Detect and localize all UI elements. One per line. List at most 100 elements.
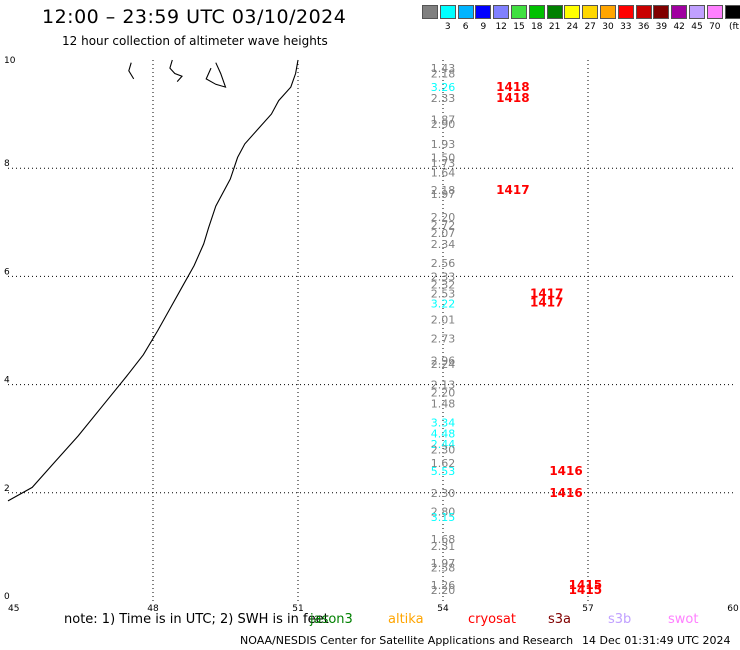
wave-height-label: 3.15 (431, 511, 456, 524)
legend-label: 42 (673, 22, 685, 32)
legend-swatch (600, 5, 616, 19)
wave-height-label: 1.87 (431, 114, 456, 127)
wave-height-label: 2.80 (431, 506, 456, 519)
satellite-label-altika: altika (388, 612, 424, 627)
pass-time-label: 1415 (569, 583, 602, 597)
legend-label: 3 (444, 22, 451, 32)
wave-height-label: 2.96 (431, 354, 456, 367)
legend-swatch (422, 5, 438, 19)
legend-swatch (706, 5, 723, 19)
pass-time-label: 1415 (569, 578, 602, 592)
island-outline (205, 62, 227, 88)
legend-label: 24 (566, 22, 579, 32)
wave-height-label: 2.18 (431, 184, 456, 197)
legend-label: 39 (655, 22, 668, 32)
wave-height-label: 1.68 (431, 533, 456, 546)
legend-swatch (671, 5, 688, 19)
pass-time-label: 1416 (549, 464, 582, 478)
chart-subtitle: 12 hour collection of altimeter wave hei… (62, 34, 328, 48)
lon-tick-label: 51 (292, 604, 303, 614)
satellite-label-s3b: s3b (608, 612, 632, 627)
legend-swatch (653, 5, 670, 19)
wave-height-label: 1.26 (431, 579, 456, 592)
island-outline (169, 59, 183, 82)
legend-label: 6 (462, 22, 469, 32)
satellite-label-cryosat: cryosat (468, 612, 516, 627)
legend-swatch (439, 5, 456, 19)
wave-height-label: 2.34 (431, 238, 456, 251)
legend-swatch (493, 5, 510, 19)
wave-height-label: 2.58 (431, 561, 456, 574)
wave-height-label: 1.73 (431, 157, 456, 170)
wave-height-label: 2.24 (431, 358, 456, 371)
wave-height-label: 1.50 (431, 151, 456, 164)
footer-timestamp: 14 Dec 01:31:49 UTC 2024 (582, 634, 731, 647)
wave-height-label: 1.64 (431, 167, 456, 180)
wave-height-label: 2.18 (431, 68, 456, 81)
wave-height-label: 2.07 (431, 227, 456, 240)
wave-height-label: 2.30 (431, 487, 456, 500)
wave-height-label: 2.73 (431, 333, 456, 346)
legend-swatch (635, 5, 652, 19)
legend-label: 12 (495, 22, 507, 32)
wave-height-label: 2.30 (431, 444, 456, 457)
legend-swatch (528, 5, 545, 19)
wave-height-label: 1.43 (431, 62, 456, 75)
wave-height-label: 3.34 (431, 416, 456, 429)
coastline (7, 59, 299, 502)
pass-time-label: 1417 (530, 295, 563, 309)
wave-height-label: 1.48 (431, 398, 456, 411)
wave-height-label: 3.22 (431, 297, 456, 310)
legend-label: 9 (480, 22, 487, 32)
wave-height-label: 2.01 (431, 314, 456, 327)
legend-swatch (475, 5, 492, 19)
lat-tick-label: 0 (4, 592, 10, 602)
pass-time-label: 1417 (496, 183, 529, 197)
pass-time-label: 1418 (496, 80, 529, 94)
legend-unit: (ft) (729, 22, 740, 32)
wave-height-label: 4.48 (431, 427, 456, 440)
wave-height-label: 1.62 (431, 457, 456, 470)
wave-height-label: 5.53 (431, 465, 456, 478)
pass-time-label: 1416 (549, 486, 582, 500)
lon-tick-label: 57 (582, 604, 593, 614)
legend-swatch (564, 5, 581, 19)
lat-tick-label: 8 (4, 159, 10, 169)
pass-time-label: 1418 (496, 91, 529, 105)
legend-label: 30 (602, 22, 614, 32)
wave-height-label: 1.97 (431, 188, 456, 201)
wave-height-label: 2.13 (431, 379, 456, 392)
wave-height-label: 2.44 (431, 438, 456, 451)
legend-label: 27 (584, 22, 596, 32)
wave-height-label: 1.97 (431, 557, 456, 570)
wave-height-label: 2.20 (431, 387, 456, 400)
satellite-label-jason3: jason3 (310, 612, 353, 627)
wave-height-label: 3.26 (431, 81, 456, 94)
legend-label: 15 (513, 22, 525, 32)
wave-height-label: 1.93 (431, 138, 456, 151)
pass-time-label: 1417 (530, 287, 563, 301)
legend-label: 21 (548, 22, 561, 32)
satellite-label-swot: swot (668, 612, 699, 627)
island-outline (128, 62, 135, 80)
footer-credit: NOAA/NESDIS Center for Satellite Applica… (240, 634, 574, 647)
lon-tick-label: 45 (8, 604, 19, 614)
legend-label: 33 (620, 22, 632, 32)
wave-height-label: 2.33 (431, 270, 456, 283)
legend-swatch (546, 5, 563, 19)
lon-tick-label: 60 (727, 604, 739, 614)
legend-swatch (617, 5, 634, 19)
legend-swatch (582, 5, 599, 19)
wave-height-label: 2.32 (431, 279, 456, 292)
legend-label: 36 (637, 22, 650, 32)
wave-height-label: 2.56 (431, 257, 456, 270)
lat-tick-label: 6 (4, 267, 10, 277)
legend-label: 18 (531, 22, 543, 32)
wave-height-label: 2.20 (431, 584, 456, 597)
wave-height-label: 2.90 (431, 118, 456, 131)
lon-tick-label: 48 (147, 604, 159, 614)
footer-note: note: 1) Time is in UTC; 2) SWH is in fe… (64, 612, 329, 627)
lat-tick-label: 10 (4, 56, 16, 66)
wave-height-label: 2.31 (431, 540, 456, 553)
